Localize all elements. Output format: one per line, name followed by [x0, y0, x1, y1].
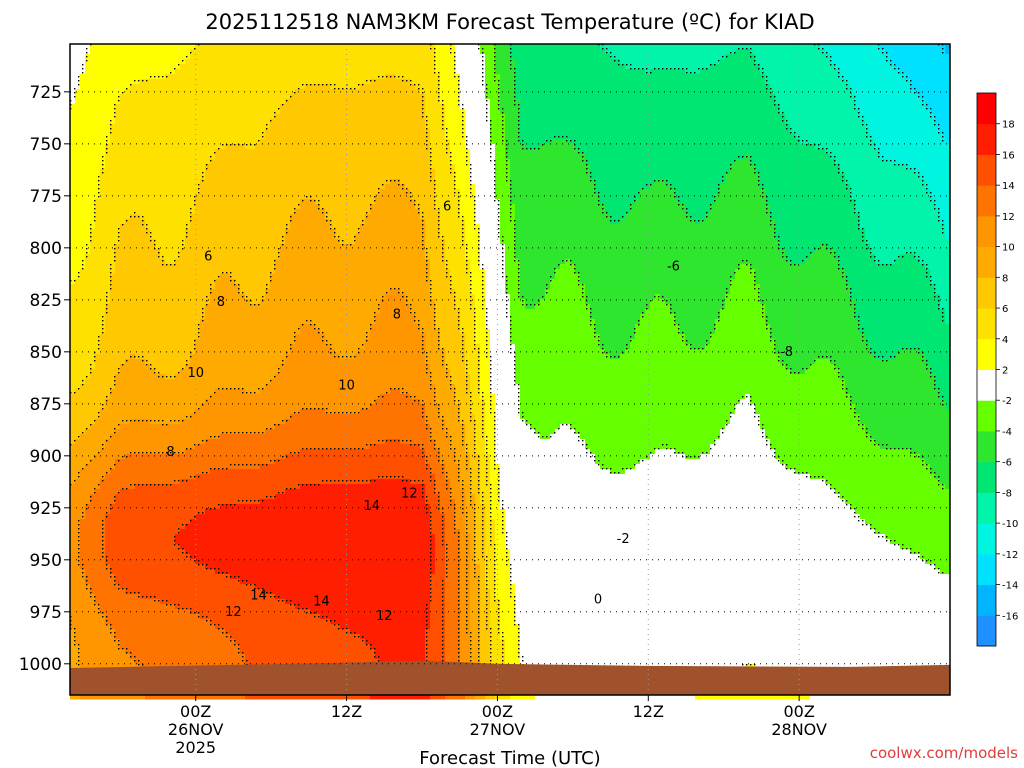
x-axis-label: Forecast Time (UTC) [419, 748, 600, 768]
contour-label: -6 [667, 260, 680, 275]
contour-label: -8 [780, 345, 793, 360]
colorbar-label: 14 [1002, 181, 1015, 192]
x-tick-label: 12Z [633, 702, 664, 721]
contour-label: 10 [338, 378, 355, 393]
colorbar-label: 10 [1002, 243, 1015, 254]
y-tick-label: 1000 [19, 655, 62, 675]
contour-label: -2 [617, 532, 630, 547]
colorbar-label: -2 [1002, 396, 1012, 407]
colorbar-label: 6 [1002, 304, 1008, 315]
colorbar-label: -8 [1002, 488, 1012, 499]
pressure-axis: 725 750 775 800 825 850 875 900 925 950 975 1000 [19, 83, 70, 675]
x-tick-label: 00Z [482, 702, 513, 721]
colorbar-label: -14 [1002, 581, 1018, 592]
contour-label: 8 [393, 308, 401, 323]
y-tick-label: 950 [30, 551, 62, 571]
contour-label: 14 [363, 499, 380, 514]
y-tick-label: 725 [30, 83, 62, 103]
colorbar-swatch [977, 185, 996, 216]
contour-label: 12 [225, 605, 242, 620]
contour-label: 6 [443, 199, 451, 214]
colorbar-label: -4 [1002, 427, 1012, 438]
colorbar-swatch [977, 154, 996, 185]
x-tick-label: 28NOV [771, 720, 827, 739]
plot-area: 6 8 10 8 6 8 10 12 14 14 12 14 12 -6 -8 -2 0 [70, 44, 951, 700]
y-tick-label: 925 [30, 499, 62, 519]
contour-label: 8 [217, 295, 225, 310]
chart-title: 2025112518 NAM3KM Forecast Temperature (… [205, 10, 814, 34]
colorbar-label: 4 [1002, 335, 1008, 346]
contour-label: 14 [313, 595, 330, 610]
x-tick-label: 00Z [180, 702, 211, 721]
y-tick-label: 900 [30, 447, 62, 467]
x-tick-label: 00Z [783, 702, 814, 721]
colorbar-swatch [977, 585, 996, 616]
y-tick-label: 775 [30, 187, 62, 207]
colorbar-label: -12 [1002, 550, 1018, 561]
temperature-cross-section-chart: 2025112518 NAM3KM Forecast Temperature (… [0, 0, 1024, 768]
colorbar-label: 2 [1002, 366, 1008, 377]
y-tick-label: 975 [30, 603, 62, 623]
contour-label: 0 [594, 592, 602, 607]
x-tick-label: 2025 [175, 738, 216, 757]
colorbar-swatch [977, 277, 996, 308]
colorbar-label: 16 [1002, 150, 1015, 161]
contour-label: 6 [204, 249, 212, 264]
colorbar-label: -16 [1002, 611, 1018, 622]
x-tick-label: 26NOV [168, 720, 224, 739]
colorbar-swatch [977, 492, 996, 523]
contour-label: 12 [376, 609, 393, 624]
colorbar-swatch [977, 523, 996, 554]
y-tick-label: 875 [30, 395, 62, 415]
colorbar-swatch [977, 339, 996, 370]
y-tick-label: 750 [30, 135, 62, 155]
colorbar-swatch [977, 615, 996, 646]
colorbar-swatch [977, 216, 996, 247]
x-tick-label: 27NOV [470, 720, 526, 739]
x-tick-label: 12Z [331, 702, 362, 721]
colorbar-swatch [977, 431, 996, 462]
contour-label: 8 [166, 445, 174, 460]
colorbar-swatch [977, 308, 996, 339]
contour-label: 10 [187, 366, 204, 381]
colorbar-label: -6 [1002, 458, 1012, 469]
credit-text: coolwx.com/models [870, 744, 1018, 762]
colorbar-swatch [977, 400, 996, 431]
colorbar-swatch [977, 462, 996, 493]
y-tick-label: 825 [30, 291, 62, 311]
contour-label: 12 [401, 486, 418, 501]
colorbar-label: 8 [1002, 273, 1008, 284]
y-tick-label: 800 [30, 239, 62, 259]
colorbar-swatch [977, 247, 996, 278]
colorbar-swatch [977, 370, 996, 401]
colorbar-swatch [977, 554, 996, 585]
colorbar-label: 18 [1002, 120, 1015, 131]
contour-label: 14 [250, 588, 267, 603]
colorbar-label: 12 [1002, 212, 1015, 223]
y-tick-label: 850 [30, 343, 62, 363]
colorbar-swatch [977, 93, 996, 124]
colorbar-label: -10 [1002, 519, 1018, 530]
colorbar-swatch [977, 124, 996, 155]
colorbar: -16 -14 -12 -10 -8 -6 -4 -2 2 4 6 8 10 12 14 16 18 [977, 93, 1018, 647]
